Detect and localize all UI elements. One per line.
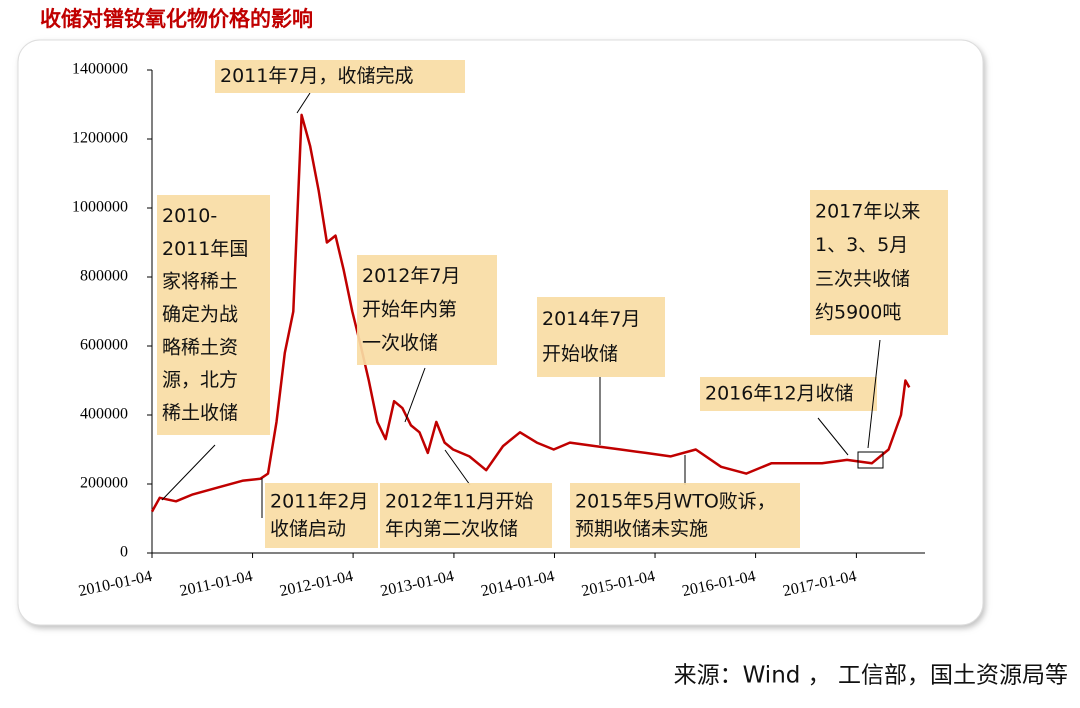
annotation-box [357,255,497,365]
annotation-text: 年内第二次收储 [385,518,518,540]
annotation-text: 三次共收储 [815,268,910,290]
annotation-box [265,483,378,548]
annotation-box [700,377,877,411]
annotation-box [157,195,270,435]
leader-line [867,339,881,449]
annotation-text: 开始收储 [542,343,618,365]
price-line [150,113,911,513]
annotation-box [570,483,800,548]
leader-line [444,449,471,486]
source-note: 来源：Wind ， 工信部，国土资源局等 [674,663,1068,689]
y-tick-label: 200000 [80,475,128,492]
leader-line [817,417,849,456]
chart-title: 收储对镨钕氧化物价格的影响 [40,7,313,31]
annotation-text: 2010- [162,205,217,227]
y-tick-label: 600000 [80,337,128,354]
annotation-text: 一次收储 [362,332,438,354]
annotation-text: 2015年5月WTO败诉， [575,490,776,512]
y-tick-label: 400000 [80,406,128,423]
annotation-text: 预期收储未实施 [575,518,708,540]
annotation-box [537,297,665,377]
annotation-box [380,483,552,548]
annotation-text: 约5900吨 [815,302,901,324]
annotation-text: 家将稀土 [162,271,238,293]
leader-line [404,367,426,423]
y-tick-label: 800000 [80,268,128,285]
annotation-text: 2014年7月 [542,308,640,330]
y-tick-label: 0 [120,544,128,561]
annotation-text: 稀土收储 [162,402,238,424]
annotation-text: 2016年12月收储 [705,383,854,405]
y-tick-label: 1200000 [72,130,128,147]
y-tick-label: 1400000 [72,61,128,78]
annotation-text: 确定为战 [162,304,238,326]
annotation-text: 2011年国 [162,238,248,260]
plot-area: 0 200000 400000 600000 800000 1000000 1200000 1… [72,60,948,600]
annotation-text: 2012年7月 [362,265,460,287]
annotation-text: 2011年2月 [270,490,368,512]
annotation-text: 2011年7月，收储完成 [220,65,413,87]
annotation-box [810,190,948,335]
annotation-text: 2017年以来 [815,200,920,222]
leader-line [296,92,311,114]
annotation-text: 收储启动 [270,518,346,540]
annotation-text: 1、3、5月 [815,234,908,256]
target-box [857,451,884,469]
annotation-text: 开始年内第 [362,299,457,321]
annotation-text: 源，北方 [162,369,238,391]
annotation-text: 2012年11月开始 [385,490,534,512]
y-tick-label: 1000000 [72,199,128,216]
annotation-text: 略稀土资 [162,336,238,358]
annotation-box [215,60,465,93]
leader-line [161,444,216,501]
